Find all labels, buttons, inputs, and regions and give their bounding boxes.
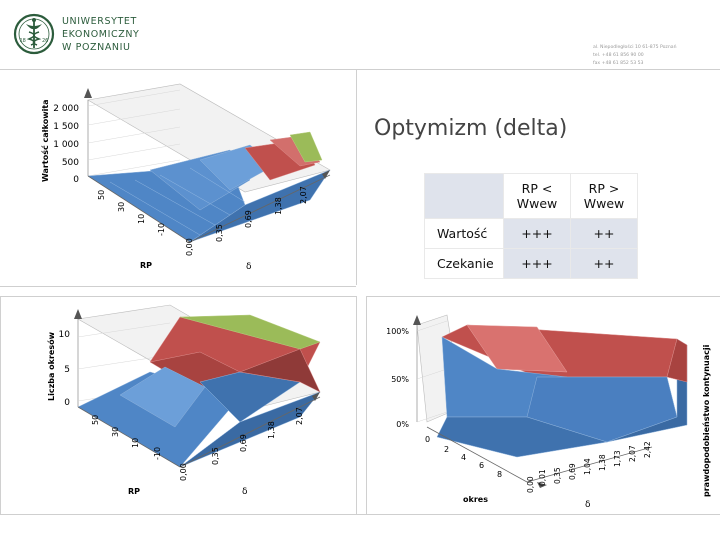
z-tick-label: 1 500: [53, 122, 79, 132]
address-line-1: al. Niepodległości 10 61-875 Poznań: [593, 45, 677, 50]
table-corner: [424, 173, 504, 219]
row-label-czekanie: Czekanie: [424, 248, 504, 279]
logo-line-2: EKONOMICZNY: [62, 29, 140, 40]
z-tick-label: 10: [59, 330, 71, 340]
rp-tick-label: -10: [153, 447, 162, 460]
chart2-top-border: [0, 296, 356, 297]
z-tick-label: 0: [64, 398, 70, 408]
delta-tick-label: 0,69: [244, 210, 253, 228]
delta-tick-label: 0,69: [568, 463, 577, 480]
rp-axis-title: RP: [140, 261, 152, 270]
table-cell: ++: [570, 218, 638, 249]
header-divider: [0, 69, 720, 70]
delta-tick-label: 2,42: [643, 441, 652, 458]
seal-right-number: 26: [42, 38, 48, 44]
delta-tick-label: 2,07: [295, 407, 304, 425]
delta-axis-title: δ: [246, 262, 252, 272]
row-label-wartosc: Wartość: [424, 218, 504, 249]
university-logo: 18 26 UNIWERSYTET EKONOMICZNY W POZNANIU: [12, 12, 162, 62]
z-tick-label: 50%: [391, 375, 409, 384]
okres-axis-title: okres: [463, 495, 488, 504]
chart3-axes: [413, 315, 653, 488]
delta-tick-label: 1,73: [613, 450, 622, 467]
z-axis-title: Liczba okresów: [46, 331, 56, 401]
delta-tick-label: 1,04: [583, 458, 592, 475]
chart1-bottom-border: [0, 286, 356, 287]
col-header-rp-greater: RP > Wwew: [570, 173, 638, 219]
delta-tick-label: 0,01: [538, 469, 547, 486]
logo-line-1: UNIWERSYTET: [62, 16, 137, 27]
okres-tick-label: 8: [497, 470, 502, 479]
delta-tick-label: 2,07: [628, 445, 637, 462]
z-tick-label: 1 000: [53, 140, 79, 150]
chart2-right-border: [356, 296, 357, 514]
table-cell: ++: [570, 248, 638, 279]
caduceus-seal-icon: 18 26: [13, 13, 55, 55]
delta-tick-label: 1,38: [267, 421, 276, 439]
delta-tick-label: 0,35: [553, 467, 562, 484]
chart3-top-border: [366, 296, 720, 297]
rp-tick-label: 10: [137, 214, 146, 224]
rp-tick-label: -10: [157, 223, 166, 236]
table-cell: +++: [503, 218, 571, 249]
delta-tick-label: 1,38: [598, 454, 607, 471]
table-cell: +++: [503, 248, 571, 279]
slide-title: Optymizm (delta): [374, 116, 568, 141]
okres-tick-label: 4: [461, 453, 466, 462]
seal-left-number: 18: [20, 38, 26, 44]
rp-axis-title: RP: [128, 487, 140, 496]
address-block: al. Niepodległości 10 61-875 Poznań tel.…: [593, 44, 703, 68]
chart2-left-border: [0, 296, 1, 514]
delta-tick-label: 0,00: [185, 238, 194, 256]
bottom-border: [0, 514, 720, 515]
delta-tick-label: 2,07: [299, 186, 308, 204]
chart2-surface: [77, 314, 321, 468]
z-axis-title: prawdopodobieństwo kontynuacji: [702, 344, 711, 497]
z-tick-label: 5: [64, 365, 70, 375]
rp-tick-label: 30: [111, 427, 120, 437]
rp-tick-label: 50: [97, 190, 106, 200]
address-line-3: fax +48 61 852 53 53: [593, 61, 644, 66]
summary-table: RP < Wwew RP > Wwew Wartość +++ ++ Czeka…: [424, 173, 638, 279]
rp-tick-label: 10: [131, 438, 140, 448]
okres-tick-label: 2: [444, 445, 449, 454]
delta-tick-label: 1,38: [274, 197, 283, 215]
rp-tick-label: 50: [91, 415, 100, 425]
rp-tick-label: 30: [117, 202, 126, 212]
okres-tick-label: 0: [425, 435, 430, 444]
z-tick-label: 0%: [396, 420, 409, 429]
chart-total-value: 2 000 1 500 1 000 500 0 Wartość całkowit…: [40, 83, 331, 272]
chart1-surface: [87, 131, 331, 243]
okres-tick-label: 6: [479, 461, 484, 470]
logo-line-3: W POZNANIU: [62, 42, 131, 53]
chart-continuation-probability: 100% 50% 0% prawdopodobieństwo kontynuac…: [386, 314, 711, 510]
z-tick-label: 0: [73, 175, 79, 185]
z-tick-label: 100%: [386, 327, 409, 336]
address-line-2: tel. +48 61 856 90 00: [593, 53, 644, 58]
z-axis-title: Wartość całkowita: [40, 99, 50, 182]
col-header-rp-less: RP < Wwew: [503, 173, 571, 219]
chart3-left-border: [366, 296, 367, 514]
chart3-surface: [436, 324, 688, 458]
delta-tick-label: 0,69: [239, 434, 248, 452]
delta-tick-label: 0,35: [211, 447, 220, 465]
z-tick-label: 2 000: [53, 104, 79, 114]
delta-tick-label: 0,00: [526, 476, 535, 493]
chart1-right-border: [356, 70, 357, 285]
z-tick-label: 500: [62, 158, 79, 168]
delta-tick-label: 0,00: [179, 463, 188, 481]
chart-number-of-periods: 10 5 0 Liczba okresów 50 30 10 -10 RP 0,…: [46, 304, 321, 497]
delta-axis-title: δ: [585, 500, 591, 510]
delta-axis-title: δ: [242, 487, 248, 497]
delta-tick-label: 0,35: [215, 224, 224, 242]
chart2-axes: [74, 309, 321, 468]
chart1-axes: [84, 88, 331, 243]
